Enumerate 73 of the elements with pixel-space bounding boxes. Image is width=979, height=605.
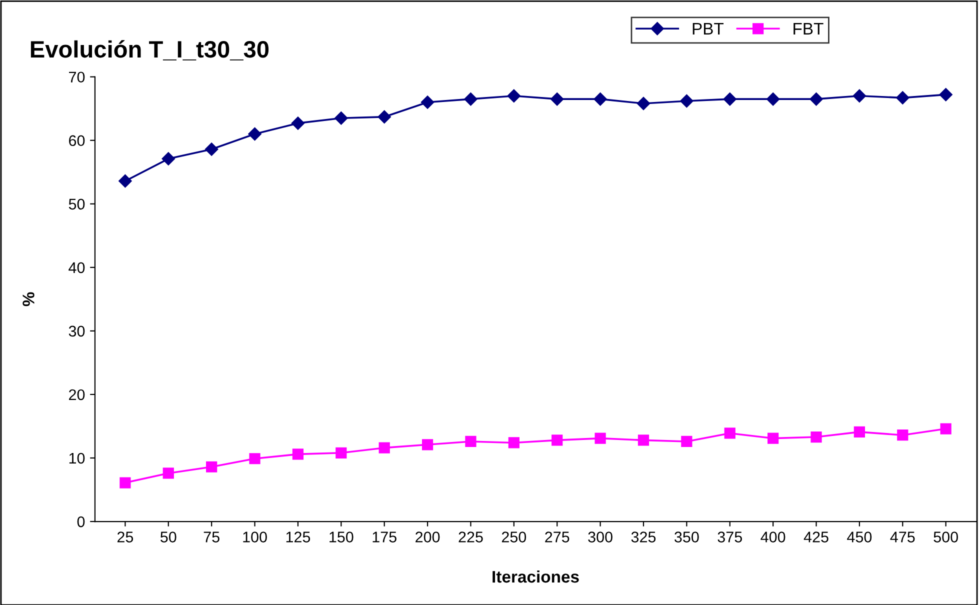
y-tick-label: 30 bbox=[68, 326, 85, 337]
point bbox=[508, 437, 520, 448]
point bbox=[638, 434, 650, 446]
point bbox=[464, 92, 478, 106]
x-axis-title: Iteraciones bbox=[492, 570, 579, 583]
point bbox=[854, 426, 866, 438]
point bbox=[680, 94, 694, 108]
point bbox=[249, 453, 260, 464]
x-tick-label: 225 bbox=[458, 532, 483, 542]
x-tick-label: 300 bbox=[588, 532, 612, 542]
point bbox=[206, 461, 218, 472]
point bbox=[292, 448, 304, 460]
point bbox=[723, 92, 736, 106]
point bbox=[204, 142, 218, 156]
point bbox=[507, 89, 521, 102]
point bbox=[162, 152, 175, 166]
point bbox=[766, 92, 780, 106]
point bbox=[118, 174, 132, 188]
point bbox=[940, 423, 952, 434]
y-tick-label: 60 bbox=[69, 135, 85, 146]
x-tick-label: 450 bbox=[847, 532, 872, 542]
x-tick-label: 125 bbox=[286, 532, 310, 542]
y-tick-label: 10 bbox=[69, 452, 85, 464]
point bbox=[852, 89, 866, 102]
x-tick-label: 425 bbox=[804, 532, 828, 542]
x-tick-label: 400 bbox=[760, 532, 786, 542]
y-axis-title: % bbox=[22, 292, 34, 306]
point bbox=[810, 431, 822, 443]
point bbox=[550, 92, 564, 106]
point bbox=[378, 442, 390, 454]
legend-label: FBT bbox=[794, 23, 824, 34]
point bbox=[552, 434, 563, 446]
x-tick-label: 350 bbox=[674, 532, 699, 542]
point bbox=[378, 110, 391, 124]
x-tick-label: 175 bbox=[372, 532, 396, 542]
x-tick-label: 25 bbox=[117, 532, 134, 542]
x-tick-label: 100 bbox=[243, 532, 267, 542]
point bbox=[120, 477, 131, 488]
point bbox=[768, 432, 779, 444]
x-tick-label: 325 bbox=[631, 532, 656, 542]
y-tick-label: 0 bbox=[77, 516, 85, 528]
legend-label: PBT bbox=[692, 23, 724, 34]
point bbox=[291, 116, 305, 130]
point bbox=[465, 436, 476, 448]
point bbox=[636, 96, 650, 110]
point bbox=[594, 92, 607, 106]
y-tick-label: 50 bbox=[68, 198, 85, 210]
x-tick-label: 75 bbox=[204, 532, 220, 542]
point bbox=[334, 112, 348, 125]
x-tick-label: 500 bbox=[934, 532, 958, 542]
point bbox=[724, 428, 736, 439]
y-tick-label: 20 bbox=[69, 389, 85, 400]
point bbox=[420, 96, 434, 109]
point bbox=[896, 91, 910, 104]
x-tick-label: 200 bbox=[416, 532, 440, 542]
point bbox=[681, 436, 692, 448]
chart-title: Evolución T_I_t30_30 bbox=[30, 40, 269, 60]
point bbox=[162, 468, 174, 479]
x-tick-label: 250 bbox=[502, 532, 526, 542]
y-tick-label: 70 bbox=[69, 72, 85, 83]
x-tick-label: 475 bbox=[890, 532, 915, 542]
point bbox=[422, 439, 434, 450]
point bbox=[897, 430, 908, 441]
point bbox=[939, 88, 952, 102]
x-tick-label: 150 bbox=[330, 532, 354, 542]
point bbox=[248, 127, 262, 141]
y-tick-label: 40 bbox=[68, 262, 85, 274]
point bbox=[810, 92, 823, 106]
point bbox=[594, 432, 606, 444]
point bbox=[336, 447, 347, 458]
x-tick-label: 50 bbox=[160, 532, 176, 542]
x-tick-label: 275 bbox=[545, 532, 570, 542]
x-tick-label: 375 bbox=[718, 532, 742, 542]
